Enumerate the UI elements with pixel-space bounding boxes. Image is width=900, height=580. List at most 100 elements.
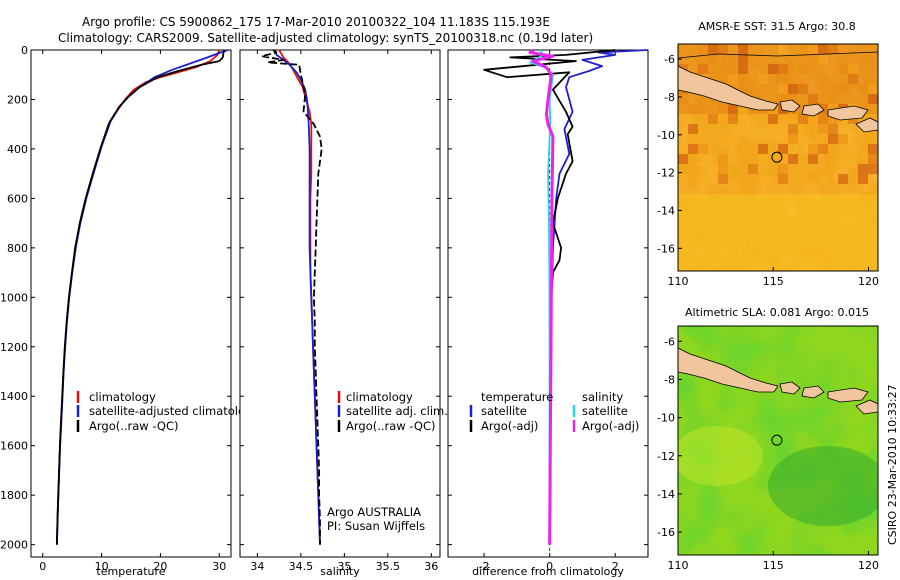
temperature-axes-frame bbox=[30, 49, 232, 558]
sst-cell bbox=[788, 134, 798, 144]
difference-legend-salinity-title: salinity bbox=[582, 390, 623, 404]
map-y-tick-label: -6 bbox=[664, 53, 675, 66]
x-tick-label: 35.5 bbox=[376, 560, 401, 573]
sst-cell bbox=[788, 124, 798, 134]
sst-cell bbox=[778, 64, 788, 74]
map-y-tick-label: -10 bbox=[657, 129, 675, 142]
series-line-salinity-satellite bbox=[529, 49, 554, 545]
map-y-tick-label: -10 bbox=[657, 412, 675, 425]
sst-cell bbox=[868, 144, 878, 154]
x-tick-label: 2 bbox=[612, 560, 619, 573]
salinity-axes-frame bbox=[239, 49, 441, 558]
sla-map-frame bbox=[677, 325, 879, 556]
map-x-tick-label: 110 bbox=[668, 275, 689, 288]
sst-cell bbox=[708, 44, 718, 54]
sst-map-frame bbox=[677, 43, 879, 272]
sst-cell bbox=[788, 164, 798, 174]
sst-cell bbox=[828, 134, 838, 144]
x-tick-label: 20 bbox=[153, 560, 167, 573]
sumbawa-island bbox=[827, 105, 869, 121]
temperature-series-group bbox=[56, 49, 229, 545]
sst-map-panel: AMSR-E SST: 31.5 Argo: 30.8 110 115 120 -6 -… bbox=[657, 20, 879, 288]
difference-legend-temp-argo: Argo(-adj) bbox=[481, 419, 538, 433]
sst-cell bbox=[858, 154, 868, 164]
sst-cell bbox=[818, 174, 828, 184]
x-tick-label: -2 bbox=[479, 560, 490, 573]
sst-cell bbox=[868, 164, 878, 174]
sst-map-ticks: 110 115 120 -6 -8 -10 -12 -14 -16 bbox=[657, 53, 879, 288]
sst-cell bbox=[688, 124, 698, 134]
map-y-tick-label: -12 bbox=[657, 167, 675, 180]
sst-cell bbox=[758, 74, 768, 84]
sst-cell bbox=[778, 44, 788, 54]
sst-cell bbox=[868, 94, 878, 104]
sst-cell bbox=[778, 84, 788, 94]
difference-xlabel: difference from climatology bbox=[472, 565, 624, 578]
sst-cell bbox=[798, 64, 808, 74]
sst-cell bbox=[858, 174, 868, 184]
map-x-tick-label: 120 bbox=[858, 275, 879, 288]
sst-cell bbox=[678, 144, 688, 154]
sst-cell bbox=[838, 154, 848, 164]
sst-map-cool-south bbox=[678, 194, 878, 271]
sst-argo-float-marker bbox=[771, 151, 783, 163]
sst-cell bbox=[708, 114, 718, 124]
sst-map-land bbox=[678, 44, 878, 133]
sst-cell bbox=[778, 144, 788, 154]
salinity-legend-climatology: climatology bbox=[346, 390, 413, 404]
sst-cell bbox=[798, 114, 808, 124]
sla-map-ticks: 110 115 120 -6 -8 -10 -12 -14 -16 bbox=[657, 335, 879, 572]
sst-cell bbox=[818, 144, 828, 154]
salinity-annotation-line1: Argo AUSTRALIA bbox=[327, 505, 421, 519]
sst-cell bbox=[718, 104, 728, 114]
difference-legend-sal-satellite: satellite bbox=[582, 404, 628, 418]
salinity-tick-group: 34 34.5 35 35.5 36 bbox=[240, 49, 440, 573]
y-tick-label: 2000 bbox=[0, 539, 28, 552]
y-tick-label: 600 bbox=[7, 192, 28, 205]
sst-map-canvas bbox=[678, 44, 878, 271]
sst-cell bbox=[818, 54, 828, 64]
x-tick-label: 10 bbox=[95, 560, 109, 573]
sst-cell bbox=[688, 144, 698, 154]
bali-island bbox=[779, 99, 801, 113]
bali-island-sla bbox=[779, 381, 801, 395]
sst-cell bbox=[708, 174, 718, 184]
salinity-legend: climatology satellite adj. clim. Argo(..… bbox=[337, 390, 448, 433]
x-tick-label: 34 bbox=[250, 560, 264, 573]
sst-cell bbox=[778, 174, 788, 184]
sst-cell bbox=[688, 104, 698, 114]
temperature-panel: 0 10 20 30 0 200 400 600 800 1000 1200 1400 1600 1800… bbox=[0, 44, 259, 578]
sst-cell bbox=[738, 44, 748, 54]
x-tick-label: 36 bbox=[424, 560, 438, 573]
sst-cell bbox=[868, 84, 878, 94]
salinity-legend-satellite: satellite adj. clim. bbox=[346, 404, 448, 418]
sst-cell bbox=[708, 164, 718, 174]
x-tick-label: 30 bbox=[212, 560, 226, 573]
temperature-legend-argo: Argo(..raw -QC) bbox=[89, 419, 179, 433]
map-x-tick-label: 115 bbox=[763, 559, 784, 572]
series-line-argo-raw-qc- bbox=[56, 49, 225, 545]
sst-cell bbox=[748, 174, 758, 184]
sumbawa-island-sla bbox=[827, 387, 869, 403]
y-tick-label: 1800 bbox=[0, 489, 28, 502]
map-y-tick-label: -14 bbox=[657, 488, 675, 501]
sst-cell bbox=[818, 124, 828, 134]
difference-legend-temp-satellite: satellite bbox=[481, 404, 527, 418]
sumba-island-sla bbox=[855, 399, 878, 415]
sst-cell bbox=[698, 64, 708, 74]
series-line-satellite-adj-clim- bbox=[273, 49, 321, 545]
sst-cell bbox=[768, 114, 778, 124]
sst-cell bbox=[718, 174, 728, 184]
sst-cell bbox=[828, 124, 838, 134]
sst-cell bbox=[698, 44, 708, 54]
sst-cell bbox=[858, 84, 868, 94]
sst-cell bbox=[718, 134, 728, 144]
java-island bbox=[678, 65, 779, 111]
y-tick-label: 1400 bbox=[0, 390, 28, 403]
temperature-legend-climatology: climatology bbox=[89, 390, 156, 404]
sla-map-panel: Altimetric SLA: 0.081 Argo: 0.015 110 115… bbox=[657, 306, 879, 572]
sst-cell bbox=[768, 64, 778, 74]
sst-cell bbox=[828, 114, 838, 124]
map-x-tick-label: 120 bbox=[858, 559, 879, 572]
sst-cell bbox=[748, 164, 758, 174]
